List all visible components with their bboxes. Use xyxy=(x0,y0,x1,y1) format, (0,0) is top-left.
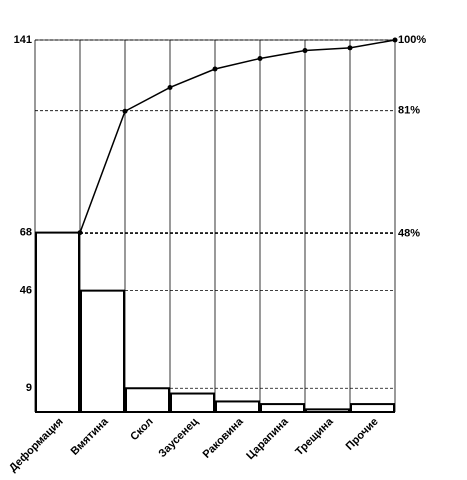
cumulative-point xyxy=(77,230,83,236)
cumulative-point xyxy=(302,48,308,54)
bar xyxy=(80,289,125,414)
bar xyxy=(350,403,395,414)
cumulative-point xyxy=(257,55,263,61)
x-tick-label: Раковина xyxy=(201,415,247,461)
cumulative-point xyxy=(392,37,398,43)
cumulative-point xyxy=(212,66,218,72)
x-tick-label: Прочие xyxy=(344,416,381,453)
y-tick-label: 141 xyxy=(14,34,32,46)
y-tick-label: 46 xyxy=(20,285,32,297)
bar xyxy=(215,400,260,413)
x-tick-label: Заусенец xyxy=(156,416,200,460)
x-tick-label: Трещина xyxy=(293,415,336,458)
x-tick-label: Скол xyxy=(128,416,155,443)
cumulative-point xyxy=(122,108,128,114)
y-tick-label: 68 xyxy=(20,227,32,239)
bar xyxy=(125,387,170,413)
y2-tick-label: 100% xyxy=(398,34,426,46)
bar xyxy=(170,392,215,414)
cumulative-line xyxy=(79,39,396,233)
x-tick-label: Деформация xyxy=(7,416,66,475)
cumulative-point xyxy=(167,84,173,90)
y2-tick-label: 81% xyxy=(398,105,420,117)
y2-tick-label: 48% xyxy=(398,227,420,239)
bar xyxy=(305,408,350,413)
cumulative-point xyxy=(347,45,353,51)
bar xyxy=(35,231,80,413)
bar xyxy=(260,403,305,414)
x-tick-label: Царапина xyxy=(244,415,291,462)
x-tick-label: Вмятина xyxy=(69,415,112,458)
y-tick-label: 9 xyxy=(26,382,32,394)
